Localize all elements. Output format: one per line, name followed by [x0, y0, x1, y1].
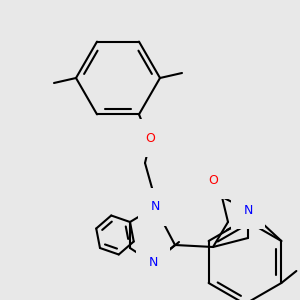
Text: N: N: [150, 200, 160, 214]
Text: O: O: [208, 173, 218, 187]
Text: N: N: [148, 256, 158, 269]
Text: O: O: [145, 131, 155, 145]
Text: N: N: [243, 203, 253, 217]
